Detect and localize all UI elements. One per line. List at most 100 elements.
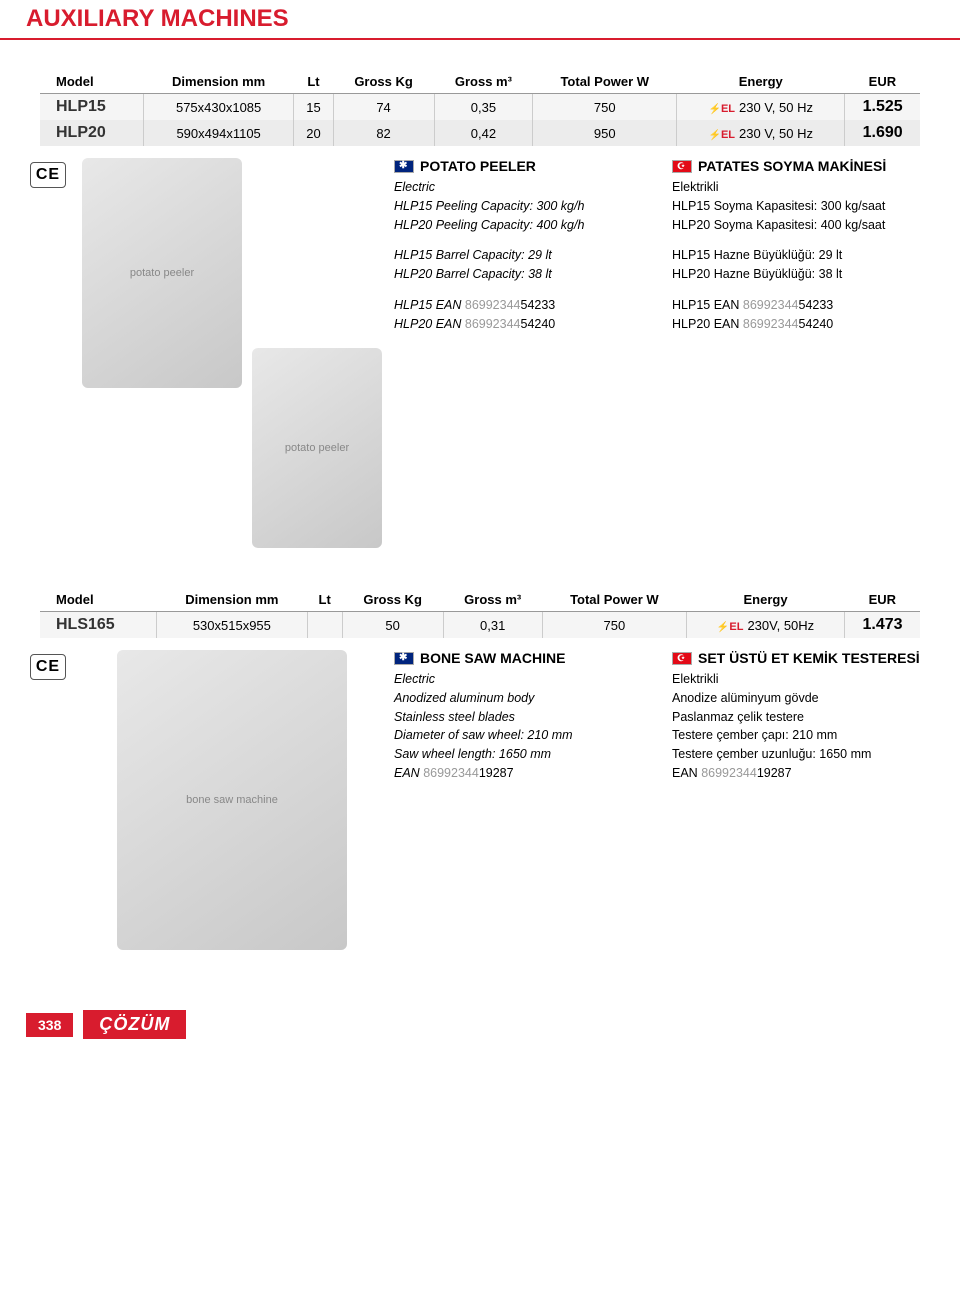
col-dimension: Dimension mm bbox=[143, 70, 293, 94]
desc-line: Electric bbox=[394, 178, 652, 197]
cell-dim: 590x494x1105 bbox=[143, 120, 293, 146]
desc-line: HLP20 Hazne Büyüklüğü: 38 lt bbox=[672, 265, 930, 284]
desc-line: Elektrikli bbox=[672, 178, 930, 197]
col-dimension: Dimension mm bbox=[156, 588, 307, 612]
table-header-row: Model Dimension mm Lt Gross Kg Gross m³ … bbox=[40, 70, 920, 94]
cell-m3: 0,31 bbox=[443, 612, 542, 639]
cell-power: 950 bbox=[533, 120, 677, 146]
col-model: Model bbox=[40, 588, 156, 612]
cell-kg: 74 bbox=[333, 94, 434, 121]
desc-line: Diameter of saw wheel: 210 mm bbox=[394, 726, 652, 745]
col-energy: Energy bbox=[687, 588, 845, 612]
col-lt: Lt bbox=[307, 588, 342, 612]
electric-icon: EL bbox=[709, 129, 736, 141]
cell-kg: 82 bbox=[333, 120, 434, 146]
desc-en: POTATO PEELER Electric HLP15 Peeling Cap… bbox=[394, 158, 652, 548]
uk-flag-icon bbox=[394, 160, 414, 173]
col-energy: Energy bbox=[677, 70, 845, 94]
desc-line: Anodized aluminum body bbox=[394, 689, 652, 708]
ce-badge-icon: CE bbox=[30, 654, 66, 680]
col-eur: EUR bbox=[845, 588, 920, 612]
title-underline bbox=[0, 38, 960, 40]
desc-line: Paslanmaz çelik testere bbox=[672, 708, 930, 727]
brand-logo: ÇÖZÜM bbox=[83, 1010, 186, 1039]
desc-line: Testere çember çapı: 210 mm bbox=[672, 726, 930, 745]
desc-line: HLP15 Barrel Capacity: 29 lt bbox=[394, 246, 652, 265]
product-title-en: POTATO PEELER bbox=[420, 158, 536, 174]
cell-eur: 1.525 bbox=[845, 94, 920, 121]
cell-model: HLP20 bbox=[40, 120, 143, 146]
col-power: Total Power W bbox=[542, 588, 686, 612]
ean-line: EAN 8699234419287 bbox=[672, 764, 930, 783]
desc-line: HLP15 Soyma Kapasitesi: 300 kg/saat bbox=[672, 197, 930, 216]
table-header-row: Model Dimension mm Lt Gross Kg Gross m³ … bbox=[40, 588, 920, 612]
spec-table-1: Model Dimension mm Lt Gross Kg Gross m³ … bbox=[40, 70, 920, 146]
desc-line: Anodize alüminyum gövde bbox=[672, 689, 930, 708]
tr-flag-icon bbox=[672, 160, 692, 173]
cell-lt bbox=[307, 612, 342, 639]
ean-line: HLP15 EAN 8699234454233 bbox=[672, 296, 930, 315]
desc-line: HLP20 Soyma Kapasitesi: 400 kg/saat bbox=[672, 216, 930, 235]
desc-line: HLP15 Peeling Capacity: 300 kg/h bbox=[394, 197, 652, 216]
cell-energy: EL230V, 50Hz bbox=[687, 612, 845, 639]
desc-line: HLP15 Hazne Büyüklüğü: 29 lt bbox=[672, 246, 930, 265]
desc-line: Saw wheel length: 1650 mm bbox=[394, 745, 652, 764]
cell-eur: 1.473 bbox=[845, 612, 920, 639]
product-image-small: potato peeler bbox=[252, 348, 382, 548]
ce-badge-icon: CE bbox=[30, 162, 66, 188]
desc-tr: SET ÜSTÜ ET KEMİK TESTERESİ Elektrikli A… bbox=[672, 650, 930, 950]
cell-power: 750 bbox=[542, 612, 686, 639]
col-grossm3: Gross m³ bbox=[443, 588, 542, 612]
desc-line: Testere çember uzunluğu: 1650 mm bbox=[672, 745, 930, 764]
page-title: AUXILIARY MACHINES bbox=[0, 0, 960, 38]
cell-power: 750 bbox=[533, 94, 677, 121]
desc-line: HLP20 Peeling Capacity: 400 kg/h bbox=[394, 216, 652, 235]
cell-m3: 0,42 bbox=[434, 120, 533, 146]
table-row: HLP20 590x494x1105 20 82 0,42 950 EL230 … bbox=[40, 120, 920, 146]
col-power: Total Power W bbox=[533, 70, 677, 94]
uk-flag-icon bbox=[394, 652, 414, 665]
col-grossm3: Gross m³ bbox=[434, 70, 533, 94]
product-image-large: potato peeler bbox=[82, 158, 242, 388]
ean-line: EAN 8699234419287 bbox=[394, 764, 652, 783]
desc-line: HLP20 Barrel Capacity: 38 lt bbox=[394, 265, 652, 284]
col-model: Model bbox=[40, 70, 143, 94]
cell-dim: 530x515x955 bbox=[156, 612, 307, 639]
electric-icon: EL bbox=[709, 103, 736, 115]
col-lt: Lt bbox=[294, 70, 333, 94]
cell-dim: 575x430x1085 bbox=[143, 94, 293, 121]
desc-line: Electric bbox=[394, 670, 652, 689]
cell-lt: 20 bbox=[294, 120, 333, 146]
cell-m3: 0,35 bbox=[434, 94, 533, 121]
col-grosskg: Gross Kg bbox=[333, 70, 434, 94]
cell-kg: 50 bbox=[342, 612, 443, 639]
desc-line: Stainless steel blades bbox=[394, 708, 652, 727]
page-number: 338 bbox=[26, 1013, 73, 1037]
table-row: HLP15 575x430x1085 15 74 0,35 750 EL230 … bbox=[40, 94, 920, 121]
ean-line: HLP20 EAN 8699234454240 bbox=[394, 315, 652, 334]
col-eur: EUR bbox=[845, 70, 920, 94]
tr-flag-icon bbox=[672, 652, 692, 665]
cell-model: HLS165 bbox=[40, 612, 156, 639]
page-footer: 338 ÇÖZÜM bbox=[0, 1010, 960, 1039]
cell-lt: 15 bbox=[294, 94, 333, 121]
desc-tr: PATATES SOYMA MAKİNESİ Elektrikli HLP15 … bbox=[672, 158, 930, 548]
desc-line: Elektrikli bbox=[672, 670, 930, 689]
spec-table-2: Model Dimension mm Lt Gross Kg Gross m³ … bbox=[40, 588, 920, 638]
col-grosskg: Gross Kg bbox=[342, 588, 443, 612]
product-title-tr: PATATES SOYMA MAKİNESİ bbox=[698, 158, 886, 174]
cell-energy: EL230 V, 50 Hz bbox=[677, 94, 845, 121]
ean-line: HLP20 EAN 8699234454240 bbox=[672, 315, 930, 334]
electric-icon: EL bbox=[717, 621, 744, 633]
cell-model: HLP15 bbox=[40, 94, 143, 121]
cell-eur: 1.690 bbox=[845, 120, 920, 146]
product-image: bone saw machine bbox=[117, 650, 347, 950]
desc-en: BONE SAW MACHINE Electric Anodized alumi… bbox=[394, 650, 652, 950]
product-title-tr: SET ÜSTÜ ET KEMİK TESTERESİ bbox=[698, 650, 920, 666]
cell-energy: EL230 V, 50 Hz bbox=[677, 120, 845, 146]
table-row: HLS165 530x515x955 50 0,31 750 EL230V, 5… bbox=[40, 612, 920, 639]
product-title-en: BONE SAW MACHINE bbox=[420, 650, 565, 666]
product-2-row: CE bone saw machine BONE SAW MACHINE Ele… bbox=[0, 642, 960, 950]
product-1-row: CE potato peeler potato peeler POTATO PE… bbox=[0, 150, 960, 548]
ean-line: HLP15 EAN 8699234454233 bbox=[394, 296, 652, 315]
